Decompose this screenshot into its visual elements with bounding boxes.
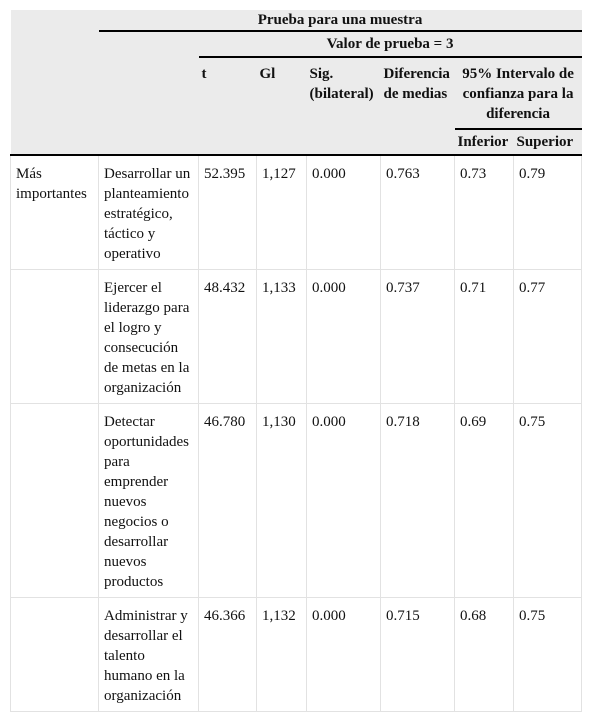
value-cell: 0.715 <box>380 597 455 712</box>
empty-header <box>98 31 199 156</box>
value-cell: 0.75 <box>512 403 583 598</box>
table-row: Detectar oportunidades para emprender nu… <box>10 403 583 598</box>
value-cell: 0.79 <box>512 154 583 270</box>
group-label: Más importantes <box>10 154 99 270</box>
table-header: Prueba para una muestra Valor de prueba … <box>10 10 582 156</box>
value-cell: 0.71 <box>454 269 514 404</box>
value-cell: 0.75 <box>512 597 583 712</box>
ci-header: 95% Intervalo de confianza para la difer… <box>454 57 582 130</box>
ci-column: Superior <box>513 129 582 156</box>
row-label: Administrar y desarrollar el talento hum… <box>98 597 199 712</box>
value-cell: 46.780 <box>198 403 257 598</box>
value-cell: 0.69 <box>454 403 514 598</box>
group-cell <box>10 269 99 404</box>
value-cell: 0.77 <box>512 269 583 404</box>
value-cell: 0.000 <box>306 403 381 598</box>
table-body: Más importantes Desarrollar un planteamie… <box>10 154 583 712</box>
row-label: Desarrollar un planteamiento estratégico… <box>98 154 199 270</box>
value-cell: 52.395 <box>198 154 257 270</box>
column-header: Gl <box>256 57 307 156</box>
value-cell: 0.737 <box>380 269 455 404</box>
value-cell: 1,133 <box>256 269 307 404</box>
value-cell: 0.763 <box>380 154 455 270</box>
row-label: Detectar oportunidades para emprender nu… <box>98 403 199 598</box>
column-header: Sig. (bilateral) <box>306 57 381 156</box>
value-cell: 0.000 <box>306 597 381 712</box>
value-cell: 1,127 <box>256 154 307 270</box>
value-cell: 0.000 <box>306 154 381 270</box>
value-cell: 1,132 <box>256 597 307 712</box>
table-row: Más importantes Desarrollar un planteamie… <box>10 154 583 270</box>
column-header: t <box>198 57 257 156</box>
corner-cell <box>10 10 99 156</box>
table-row: Ejercer el liderazgo para el logro y con… <box>10 269 583 404</box>
group-cell <box>10 597 99 712</box>
group-cell <box>10 403 99 598</box>
table-row: Administrar y desarrollar el talento hum… <box>10 597 583 712</box>
value-cell: 46.366 <box>198 597 257 712</box>
column-header: Diferencia de medias <box>380 57 455 156</box>
value-cell: 48.432 <box>198 269 257 404</box>
value-cell: 0.73 <box>454 154 514 270</box>
row-label: Ejercer el liderazgo para el logro y con… <box>98 269 199 404</box>
ci-column: Inferior <box>454 129 514 156</box>
results-table: Prueba para una muestra Valor de prueba … <box>10 10 583 712</box>
table-title: Prueba para una muestra <box>98 10 582 32</box>
value-cell: 0.718 <box>380 403 455 598</box>
test-value: Valor de prueba = 3 <box>198 31 582 58</box>
value-cell: 1,130 <box>256 403 307 598</box>
value-cell: 0.68 <box>454 597 514 712</box>
value-cell: 0.000 <box>306 269 381 404</box>
